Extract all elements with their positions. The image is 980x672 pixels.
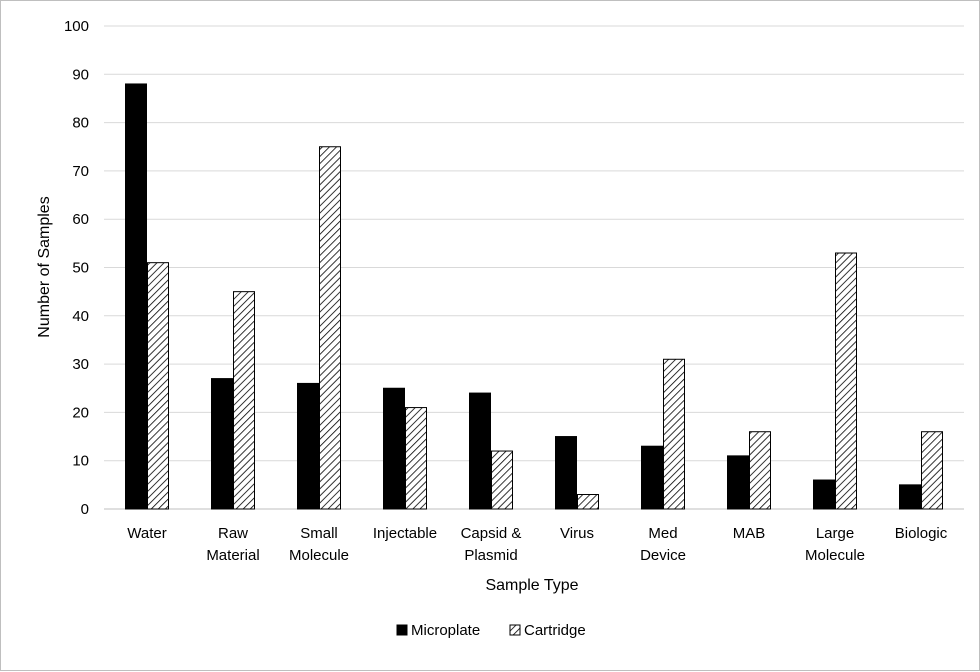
- x-tick-label: Small Molecule: [289, 525, 349, 564]
- y-tick-label: 20: [72, 404, 89, 421]
- x-tick-label: Virus: [560, 525, 594, 542]
- bar-microplate: [211, 378, 233, 510]
- bar-cartridge: [577, 494, 599, 510]
- x-tick-label: Water: [127, 525, 166, 542]
- x-tick-label: Raw Material: [206, 525, 259, 564]
- bar-cartridge: [921, 431, 943, 510]
- bar-cartridge: [147, 262, 169, 510]
- x-tick-label: Capsid & Plasmid: [461, 525, 522, 564]
- y-tick-label: 40: [72, 308, 89, 325]
- bar-cartridge: [663, 358, 685, 510]
- x-axis-categories: Water Raw Material Small Molecule Injectable C…: [127, 525, 947, 564]
- bar-microplate: [469, 392, 491, 510]
- bar-cartridge: [319, 146, 341, 510]
- bar-microplate: [555, 436, 577, 510]
- bar-microplate: [813, 479, 835, 510]
- legend-label-microplate: Microplate: [411, 622, 480, 639]
- bar-microplate: [383, 387, 405, 510]
- y-tick-label: 0: [81, 501, 89, 518]
- legend-swatch-cartridge: [509, 624, 521, 636]
- y-tick-label: 100: [64, 18, 89, 35]
- bar-cartridge: [233, 291, 255, 510]
- bar-microplate: [125, 83, 147, 510]
- x-tick-label: Large Molecule: [805, 525, 865, 564]
- x-tick-label: Injectable: [373, 525, 437, 542]
- bar-microplate: [727, 455, 749, 510]
- bar-microplate: [641, 445, 663, 510]
- bar-cartridge: [749, 431, 771, 510]
- bar-microplate: [297, 382, 319, 510]
- y-tick-label: 80: [72, 115, 89, 132]
- bar-cartridge: [491, 450, 513, 510]
- bar-microplate: [899, 484, 921, 510]
- y-tick-label: 60: [72, 211, 89, 228]
- y-tick-label: 70: [72, 163, 89, 180]
- legend: Microplate Cartridge: [396, 622, 586, 639]
- bars: [125, 83, 943, 510]
- x-tick-label: Biologic: [895, 525, 948, 542]
- y-tick-label: 90: [72, 66, 89, 83]
- y-tick-label: 30: [72, 356, 89, 373]
- y-tick-label: 50: [72, 260, 89, 277]
- bar-cartridge: [405, 407, 427, 510]
- legend-label-cartridge: Cartridge: [524, 622, 586, 639]
- legend-swatch-microplate: [396, 624, 408, 636]
- y-axis-ticks: 0 10 20 30 40 50 60 70 80 90 100: [64, 18, 89, 518]
- x-axis-title: Sample Type: [485, 577, 578, 594]
- y-tick-label: 10: [72, 453, 89, 470]
- x-tick-label: MAB: [733, 525, 766, 542]
- bar-cartridge: [835, 252, 857, 510]
- y-axis-title: Number of Samples: [36, 196, 53, 337]
- x-tick-label: Med Device: [640, 525, 686, 564]
